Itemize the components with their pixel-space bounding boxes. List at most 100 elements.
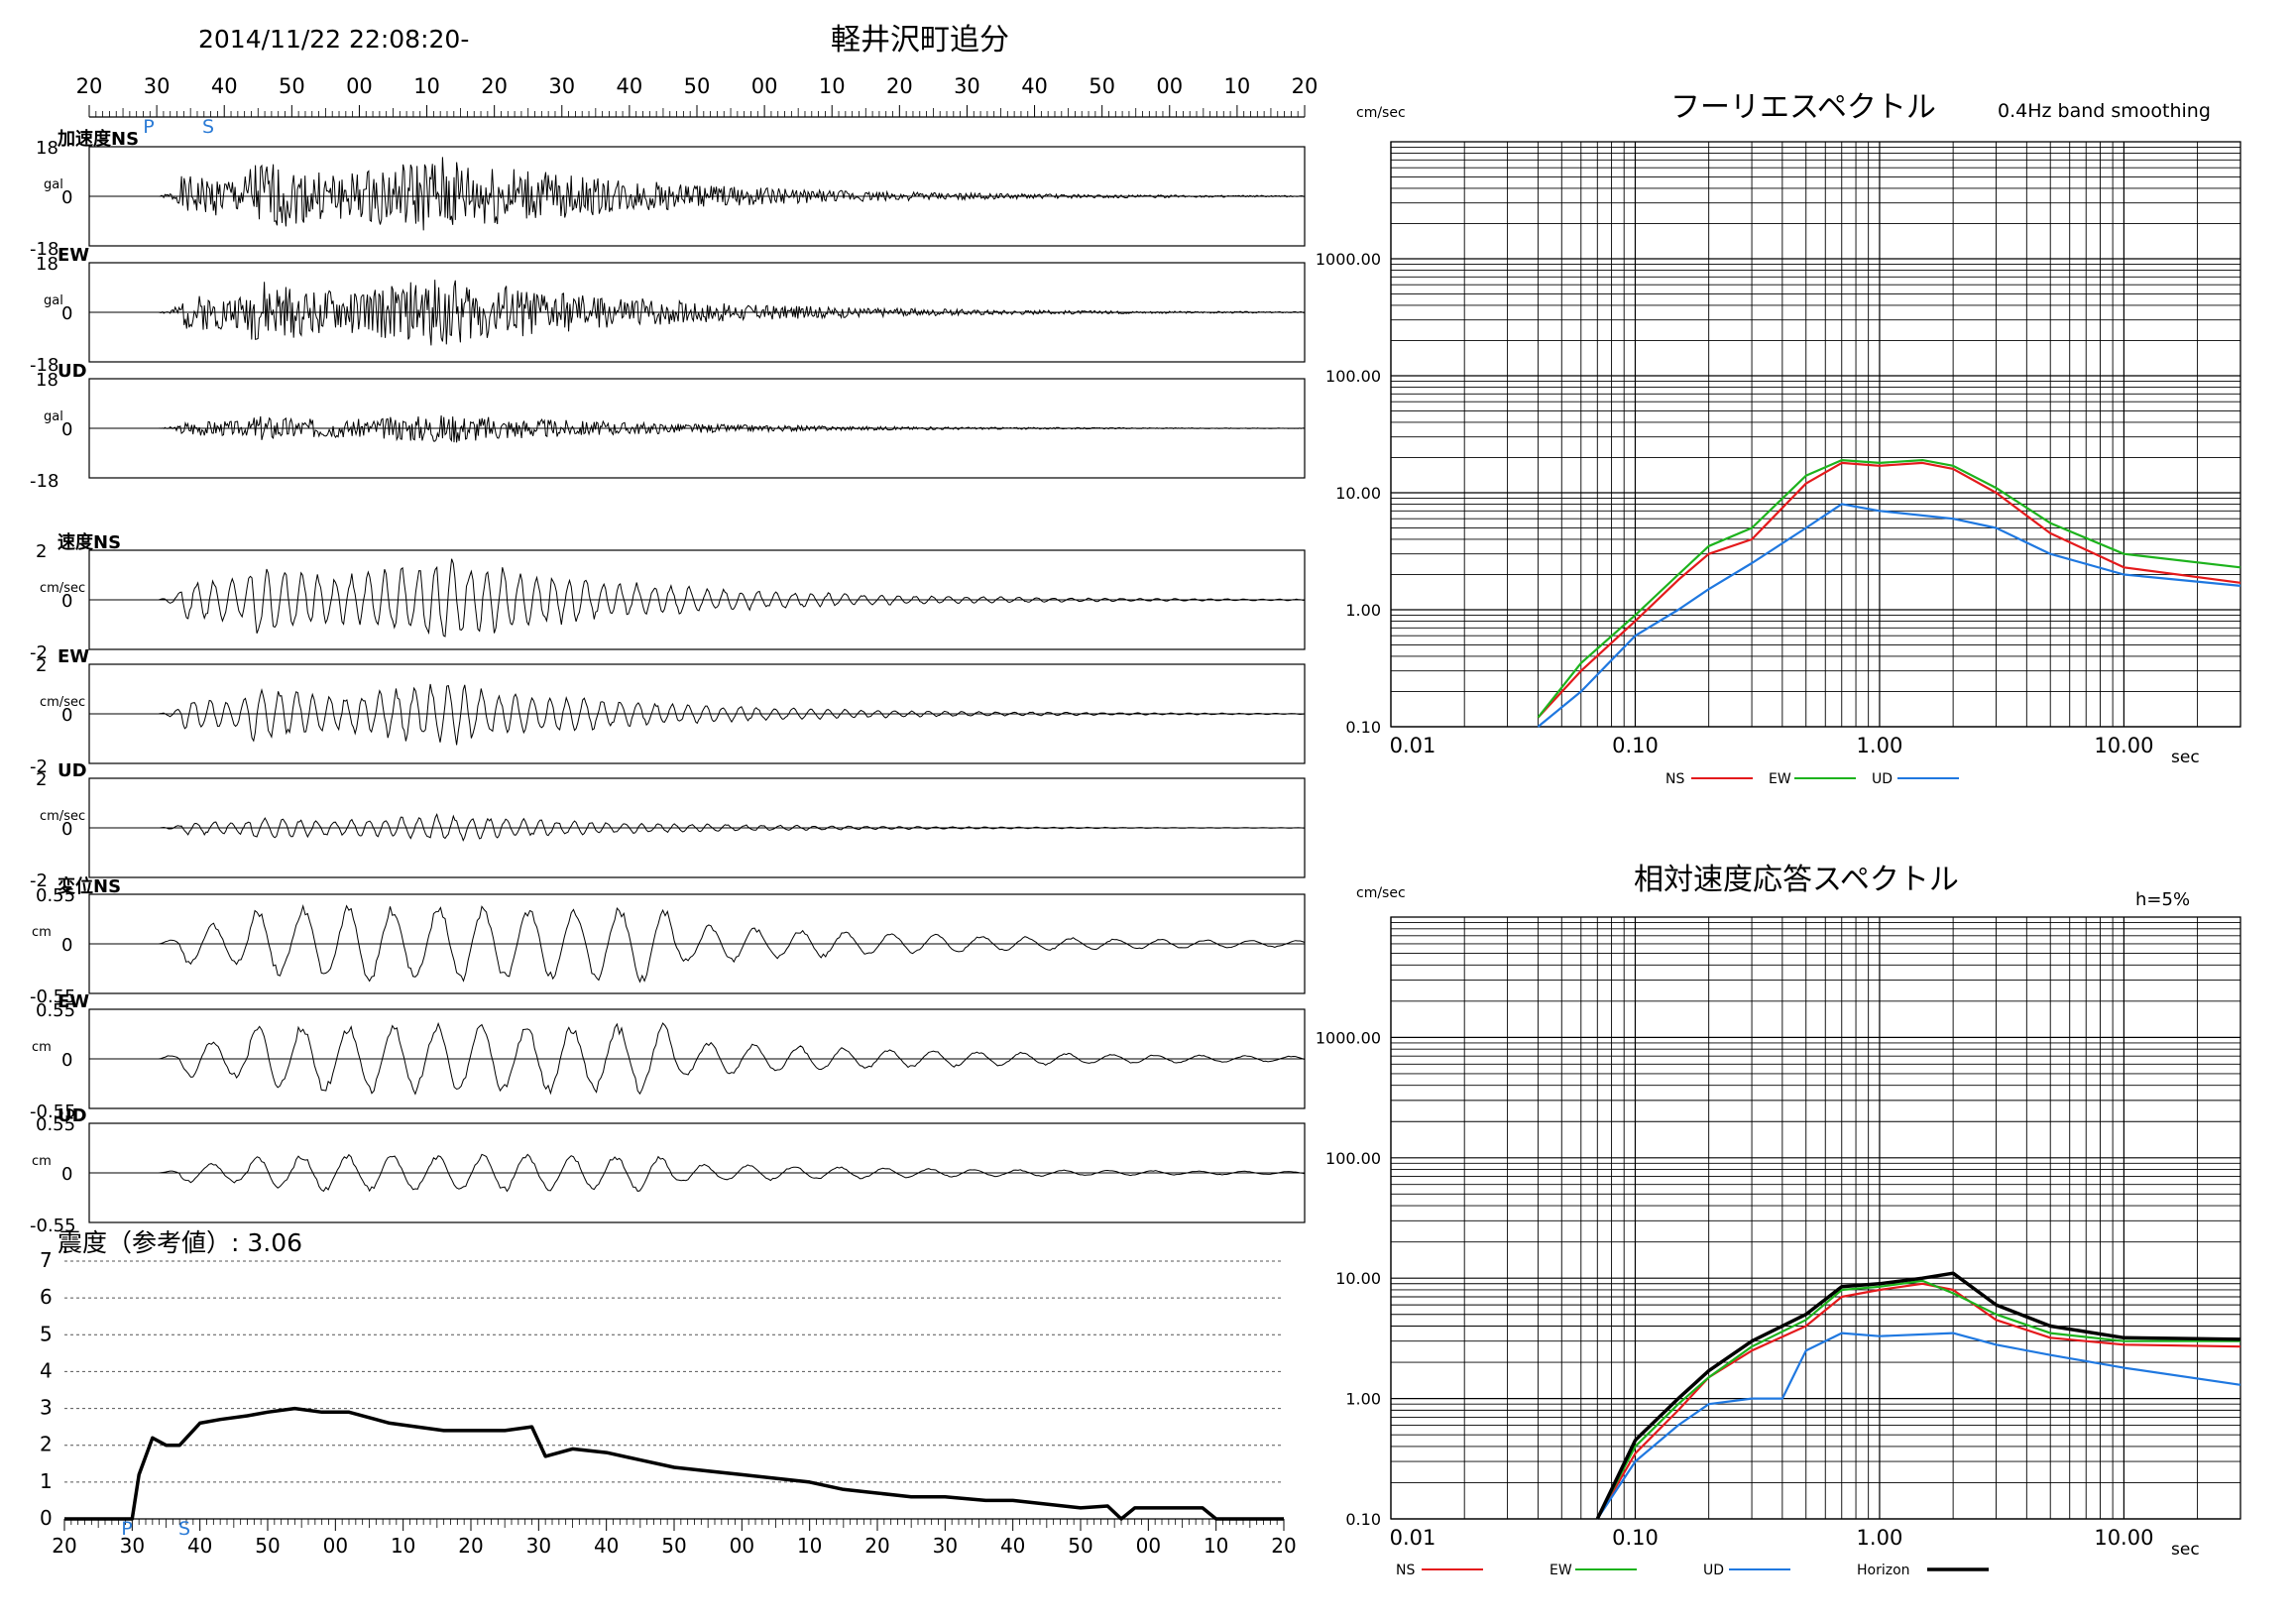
waveform-label: UD bbox=[57, 1105, 87, 1126]
intensity-tick-label: 40 bbox=[1000, 1534, 1025, 1558]
s-arrival-marker: S bbox=[202, 116, 214, 138]
intensity-tick-label: 20 bbox=[52, 1534, 76, 1558]
spectrum-x-tick: 10.00 bbox=[2094, 1526, 2153, 1550]
scale-zero: 0 bbox=[61, 1164, 72, 1185]
time-tick-label: 10 bbox=[1224, 74, 1251, 98]
legend-entry: EW bbox=[1769, 771, 1856, 787]
intensity-tick-label: 20 bbox=[458, 1534, 483, 1558]
legend-label: EW bbox=[1550, 1563, 1572, 1578]
scale-bottom: -0.55 bbox=[30, 1101, 76, 1122]
time-tick-label: 30 bbox=[144, 74, 171, 98]
intensity-tick-label: 00 bbox=[730, 1534, 754, 1558]
waveform-trace bbox=[158, 683, 1306, 746]
waveform-label: 変位NS bbox=[57, 875, 121, 897]
intensity-tick-label: 00 bbox=[323, 1534, 348, 1558]
time-tick-label: 20 bbox=[1292, 74, 1319, 98]
time-tick-label: 00 bbox=[1156, 74, 1183, 98]
time-tick-label: 30 bbox=[954, 74, 980, 98]
intensity-tick-label: 30 bbox=[120, 1534, 145, 1558]
intensity-y-label: 0 bbox=[40, 1506, 53, 1530]
time-tick-label: 10 bbox=[413, 74, 440, 98]
waveform-label: 加速度NS bbox=[57, 128, 139, 150]
legend-label: NS bbox=[1396, 1563, 1415, 1578]
scale-top: 0.55 bbox=[36, 885, 75, 906]
unit-label: gal bbox=[44, 293, 63, 308]
spectrum-series-ud bbox=[1537, 503, 2241, 728]
unit-label: cm bbox=[32, 1040, 52, 1055]
response-chart: 0.10 1.00 10.00 100.00 1000.00 0.01 0.10 1.00 10… bbox=[1316, 916, 2241, 1578]
waveform-trace bbox=[158, 414, 1306, 443]
scale-zero: 0 bbox=[61, 819, 72, 840]
spectrum-y-tick: 100.00 bbox=[1325, 1149, 1381, 1168]
legend-entry: EW bbox=[1550, 1563, 1637, 1578]
spectrum-y-tick: 1000.00 bbox=[1316, 1028, 1381, 1047]
spectrum-x-tick: 0.10 bbox=[1612, 1526, 1659, 1550]
intensity-s-marker: S bbox=[178, 1518, 190, 1540]
spectrum-series-horizon bbox=[1595, 1271, 2241, 1520]
waveform-trace bbox=[158, 1153, 1306, 1193]
time-tick-label: 20 bbox=[481, 74, 508, 98]
intensity-y-label: 6 bbox=[40, 1285, 53, 1309]
scale-top: 18 bbox=[36, 138, 58, 159]
spectrum-x-unit: sec bbox=[2171, 748, 2200, 767]
intensity-tick-label: 10 bbox=[797, 1534, 822, 1558]
time-tick-label: 40 bbox=[617, 74, 643, 98]
scale-top: 0.55 bbox=[36, 1114, 75, 1135]
station-name: 軽井沢町追分 bbox=[831, 23, 1009, 58]
intensity-tick-label: 00 bbox=[1136, 1534, 1161, 1558]
scale-zero: 0 bbox=[61, 935, 72, 956]
intensity-title: 震度（参考値）: 3.06 bbox=[57, 1228, 302, 1257]
waveform-label: EW bbox=[57, 646, 89, 667]
legend-entry: UD bbox=[1872, 771, 1959, 787]
intensity-y-label: 5 bbox=[40, 1322, 53, 1345]
legend-label: EW bbox=[1769, 771, 1791, 787]
scale-bottom: -0.55 bbox=[30, 986, 76, 1007]
scale-zero: 0 bbox=[61, 705, 72, 726]
record-datetime: 2014/11/22 22:08:20- bbox=[198, 25, 469, 54]
scale-top: 2 bbox=[36, 541, 47, 562]
legend-label: UD bbox=[1872, 771, 1893, 787]
time-tick-label: 50 bbox=[1089, 74, 1115, 98]
intensity-tick-label: 50 bbox=[661, 1534, 686, 1558]
scale-zero: 0 bbox=[61, 591, 72, 612]
scale-bottom: -2 bbox=[30, 870, 48, 891]
response-title: 相対速度応答スペクトル bbox=[1634, 863, 1959, 897]
intensity-y-label: 1 bbox=[40, 1469, 53, 1493]
spectrum-series-ns bbox=[1596, 1282, 2241, 1520]
scale-top: 18 bbox=[36, 370, 58, 391]
legend-entry: NS bbox=[1665, 771, 1753, 787]
scale-zero: 0 bbox=[61, 1050, 72, 1071]
scale-bottom: -0.55 bbox=[30, 1216, 76, 1236]
spectrum-x-tick: 1.00 bbox=[1857, 1526, 1903, 1550]
time-tick-label: 00 bbox=[751, 74, 778, 98]
legend-label: UD bbox=[1703, 1563, 1724, 1578]
legend-label: Horizon bbox=[1857, 1563, 1910, 1578]
waveform-trace bbox=[158, 558, 1306, 638]
waveform-label: 速度NS bbox=[57, 531, 121, 553]
unit-label: cm bbox=[32, 1154, 52, 1169]
waveform-label: UD bbox=[57, 361, 87, 382]
fourier-chart: 0.10 1.00 10.00 100.00 1000.00 0.01 0.10 1.00 10… bbox=[1316, 141, 2241, 787]
scale-bottom: -18 bbox=[30, 239, 58, 260]
time-tick-label: 50 bbox=[684, 74, 711, 98]
spectrum-series-ns bbox=[1537, 461, 2241, 719]
time-tick-label: 30 bbox=[548, 74, 575, 98]
spectrum-series-ew bbox=[1537, 459, 2241, 719]
waveform-panel: EW0.55 0 -0.55 cm bbox=[30, 991, 1306, 1122]
scale-top: 18 bbox=[36, 254, 58, 275]
time-tick-label: 40 bbox=[211, 74, 238, 98]
waveform-label: UD bbox=[57, 760, 87, 781]
p-arrival-marker: P bbox=[143, 116, 154, 138]
waveform-trace bbox=[158, 157, 1306, 231]
spectrum-x-tick: 10.00 bbox=[2094, 734, 2153, 757]
response-y-unit: cm/sec bbox=[1356, 885, 1406, 901]
intensity-p-marker: P bbox=[121, 1518, 132, 1540]
intensity-tick-label: 10 bbox=[1204, 1534, 1228, 1558]
legend-label: NS bbox=[1665, 771, 1684, 787]
intensity-chart: 0 1 2 3 4 5 6 7 20 30 40 50 00 10 20 30 40 50 00 10 20 30 40 50… bbox=[40, 1248, 1297, 1558]
intensity-y-label: 2 bbox=[40, 1433, 53, 1456]
intensity-y-label: 4 bbox=[40, 1358, 53, 1382]
intensity-tick-label: 30 bbox=[933, 1534, 958, 1558]
